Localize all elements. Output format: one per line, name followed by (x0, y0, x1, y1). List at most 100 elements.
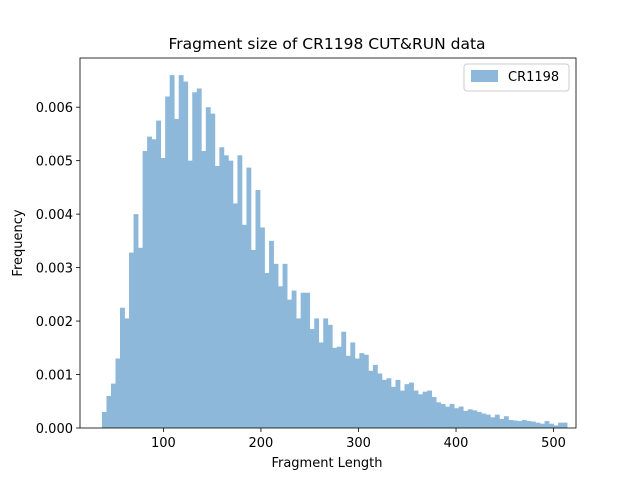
histogram-bar (169, 75, 175, 429)
histogram-bar (490, 417, 496, 428)
histogram-bar (201, 151, 207, 428)
histogram-bar (463, 410, 469, 428)
histogram-bar (540, 423, 545, 428)
histogram-bar (246, 167, 252, 429)
histogram-bar (359, 353, 365, 428)
histogram-bar (449, 403, 455, 428)
histogram-bar (422, 391, 428, 428)
histogram-bar (115, 358, 121, 428)
x-tick-label: 300 (346, 436, 371, 451)
histogram-bar (558, 422, 563, 428)
plot-frame (79, 57, 577, 429)
histogram-bar (485, 414, 491, 428)
y-tick-label: 0.000 (36, 422, 73, 437)
histogram-bar (305, 292, 311, 428)
histogram-bar (178, 75, 184, 429)
histogram-bar (440, 403, 446, 428)
histogram-bar (237, 155, 243, 428)
histogram-bar (377, 373, 383, 428)
histogram-bar (278, 286, 283, 428)
histogram-bar (381, 379, 387, 428)
histogram-bar (282, 263, 288, 428)
histogram-bar (368, 370, 374, 428)
histogram-bar (354, 358, 360, 428)
histogram-bar (481, 413, 487, 428)
histogram-bar (129, 252, 134, 428)
histogram-bar (535, 422, 541, 428)
histogram-bar (147, 136, 152, 428)
histogram-bar (187, 160, 193, 428)
histogram-bar (142, 151, 148, 428)
histogram-bar (476, 411, 482, 428)
histogram-bar (318, 342, 324, 428)
histogram-bar (436, 402, 442, 428)
histogram-bar (174, 118, 180, 428)
histogram-bar (494, 414, 500, 428)
histogram-bar (467, 409, 473, 428)
x-tick-label: 500 (541, 436, 566, 451)
y-tick-label: 0.006 (36, 101, 73, 116)
histogram-bar (138, 247, 143, 428)
histogram-bar (526, 421, 532, 428)
histogram-bar (499, 418, 505, 428)
histogram-bar (336, 346, 342, 428)
legend-label-cr1198: CR1198 (508, 70, 559, 85)
histogram-bar (418, 394, 423, 428)
histogram-bar (296, 318, 302, 428)
histogram-bar (309, 329, 315, 428)
histogram-bar (363, 354, 369, 428)
x-axis-label: Fragment Length (271, 456, 382, 471)
histogram-bar (332, 347, 338, 428)
histogram-bar (508, 419, 514, 428)
histogram-bar (205, 107, 211, 428)
y-axis: 0.000 0.001 0.002 0.003 0.004 0.005 0.006 (36, 101, 80, 437)
histogram-bar (120, 307, 125, 428)
histogram-bar (562, 422, 568, 428)
histogram-bar (210, 113, 216, 429)
histogram-bar (255, 190, 261, 428)
histogram-bar (156, 120, 162, 428)
histogram-bar (400, 390, 405, 428)
histogram-bar (341, 331, 347, 428)
histogram-bar (413, 390, 419, 428)
histogram-bar (183, 81, 189, 428)
histogram-bar (345, 355, 351, 428)
histogram-bar (544, 421, 550, 428)
y-tick-label: 0.004 (36, 208, 73, 223)
y-tick-label: 0.002 (36, 315, 73, 330)
histogram-bar (454, 408, 460, 428)
histogram-bar (390, 386, 396, 428)
x-tick-label: 100 (151, 436, 176, 451)
histogram-bar (151, 139, 157, 428)
histogram-bar (314, 318, 320, 428)
x-axis: 100 200 300 400 500 (151, 428, 566, 451)
histogram-bar (219, 147, 225, 429)
x-tick-label: 200 (249, 436, 274, 451)
histogram-bar (327, 324, 333, 428)
histogram-bar (264, 272, 270, 428)
histogram-bar (232, 203, 238, 428)
histogram-bar (273, 263, 279, 428)
histogram-bar (503, 416, 509, 428)
histogram-bar (458, 406, 464, 428)
histogram-bar (445, 406, 451, 428)
histogram-bar (549, 423, 554, 428)
histogram-bar (160, 157, 166, 429)
y-tick-label: 0.005 (36, 155, 73, 170)
histogram-bar (241, 224, 247, 428)
histogram-bar (214, 166, 220, 428)
histogram-bar (106, 395, 112, 428)
histogram-bar (427, 390, 432, 428)
legend-swatch (471, 70, 498, 82)
x-tick-label: 400 (444, 436, 469, 451)
histogram-bar (386, 378, 392, 428)
histogram-bar (124, 318, 130, 428)
y-axis-label: Frequency (11, 209, 26, 276)
histogram-bar (260, 227, 265, 428)
histogram-bar (291, 290, 297, 428)
histogram-bar (228, 160, 234, 428)
y-tick-label: 0.001 (36, 369, 73, 384)
y-tick-label: 0.003 (36, 262, 73, 277)
legend: CR1198 (463, 63, 570, 92)
